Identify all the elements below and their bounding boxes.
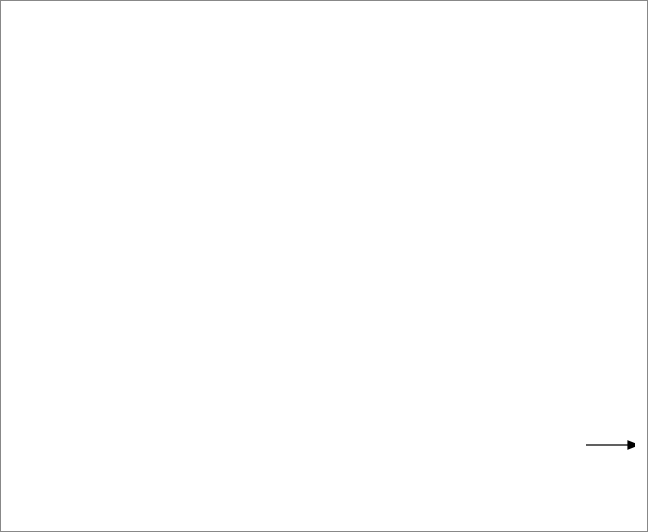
x-axis-arrow-icon [628,441,635,449]
fan-speed-chart [11,9,635,479]
